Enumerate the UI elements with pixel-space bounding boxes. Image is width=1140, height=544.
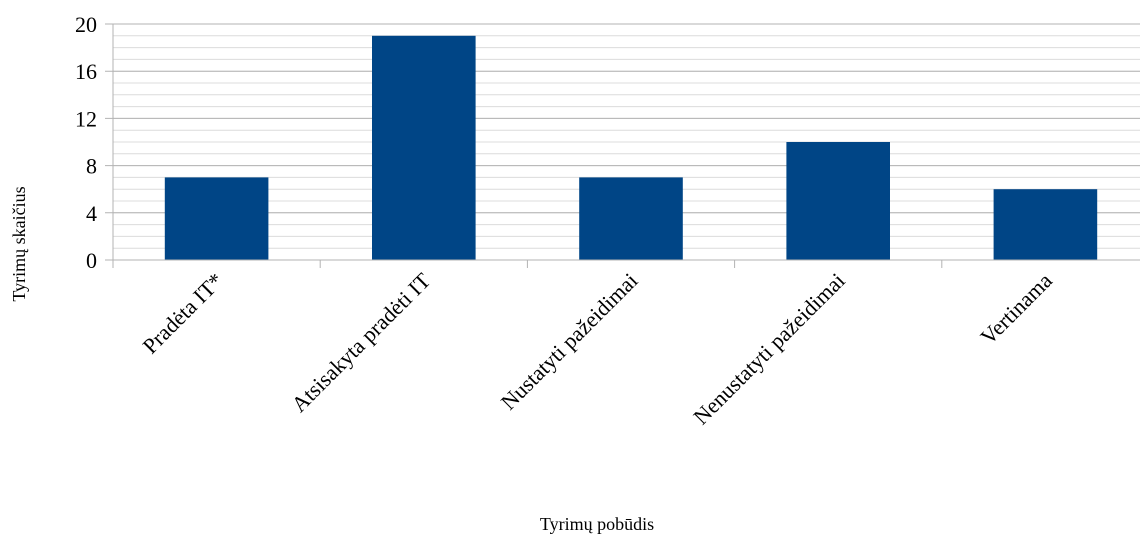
y-tick-label: 20 [75,12,97,37]
bars [164,35,1098,260]
x-tick-labels: Pradėta IT* Atsisakyta pradėti IT Nustatyt… [137,267,1057,429]
y-tick-labels: 0 4 8 12 16 20 [75,12,97,273]
bar [786,142,890,260]
x-tick-label: Atsisakyta pradėti IT [286,267,435,416]
bar [372,35,476,260]
x-tick-label: Nustatyti pažeidimai [496,268,643,415]
y-axis-title: Tyrimų skaičius [9,186,29,301]
y-tick-label: 16 [75,59,97,84]
x-tick-label: Nenustatyti pažeidimai [688,268,850,430]
y-tick-label: 0 [86,248,97,273]
y-tick-label: 8 [86,154,97,179]
axes [112,24,1140,268]
x-tick-label: Vertinama [975,268,1057,350]
bar [579,177,683,260]
x-axis-title: Tyrimų pobūdis [540,514,654,534]
bar [164,177,269,260]
x-tick-label: Pradėta IT* [137,268,228,359]
y-tick-label: 12 [75,106,97,131]
y-tick-label: 4 [86,201,97,226]
bar [993,189,1098,260]
